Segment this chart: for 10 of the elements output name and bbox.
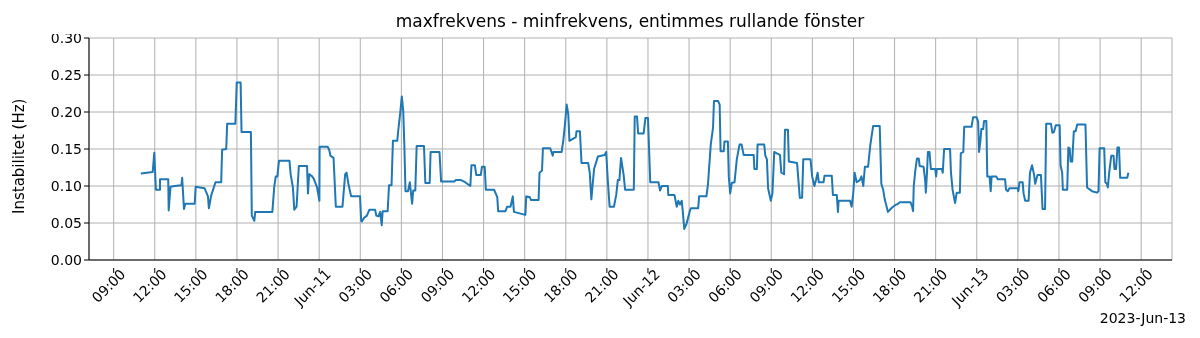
text: 2023-Jun-13 <box>1099 310 1186 326</box>
y-axis-title: Instabilitet (Hz) <box>10 98 29 214</box>
y-tick-label: 0.10 <box>50 177 82 194</box>
chart-title: maxfrekvens - minfrekvens, entimmes rullande fönster <box>395 11 865 31</box>
y-tick-label: 0.15 <box>50 140 82 157</box>
line-series <box>139 81 1130 230</box>
y-tick-label: 0.25 <box>50 66 82 83</box>
y-tick-label: 0.00 <box>50 251 82 268</box>
y-tick-label: 0.05 <box>50 214 82 231</box>
y-tick-label: 0.20 <box>50 103 82 120</box>
